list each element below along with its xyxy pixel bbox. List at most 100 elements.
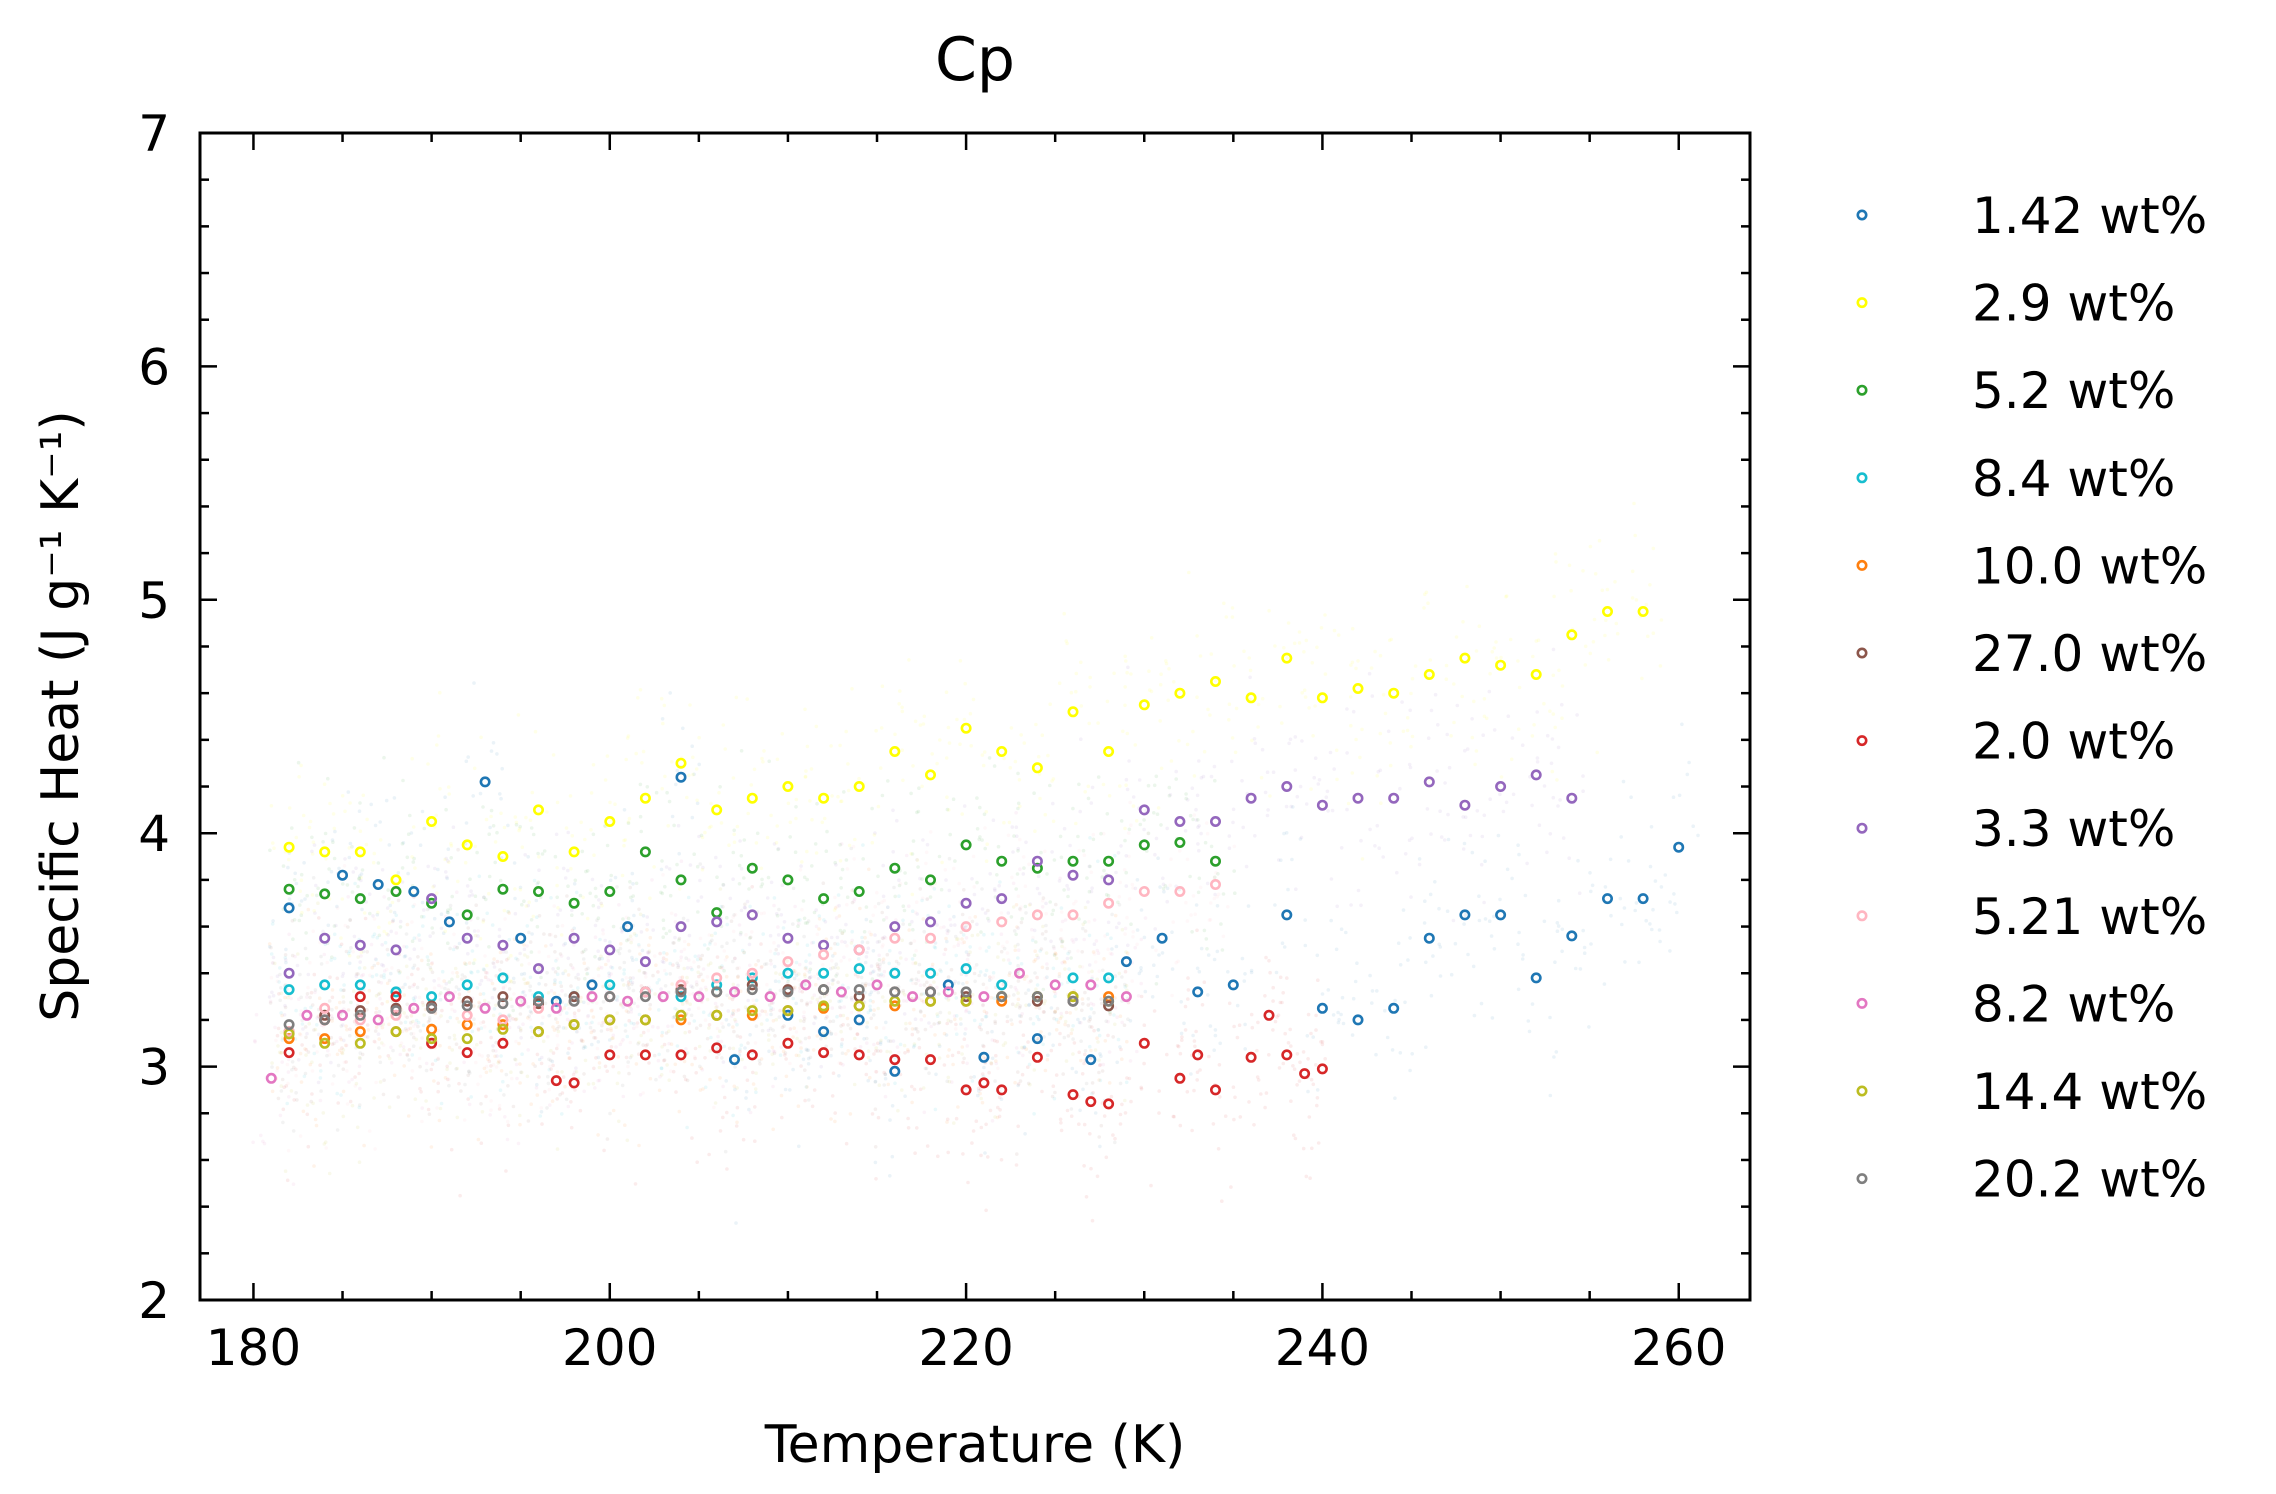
noise-point	[1651, 631, 1656, 635]
noise-point	[1640, 676, 1644, 681]
noise-point	[484, 970, 488, 975]
noise-point	[1295, 1083, 1299, 1087]
noise-point	[873, 1160, 878, 1165]
noise-point	[1117, 921, 1121, 926]
noise-point	[555, 883, 559, 888]
noise-point	[965, 957, 970, 962]
noise-point	[839, 1029, 843, 1034]
noise-point	[964, 936, 969, 940]
noise-point	[468, 1071, 472, 1075]
noise-point	[956, 937, 960, 941]
noise-point	[1142, 1023, 1147, 1027]
noise-point	[518, 1062, 522, 1066]
noise-point	[432, 916, 437, 921]
noise-point	[1461, 815, 1465, 819]
noise-point	[1591, 640, 1596, 644]
noise-point	[1196, 818, 1200, 822]
noise-point	[1035, 886, 1040, 891]
noise-point	[1256, 702, 1261, 707]
noise-point	[621, 1005, 625, 1009]
noise-point	[609, 1045, 614, 1049]
noise-point	[1059, 1014, 1064, 1019]
noise-point	[918, 723, 923, 727]
noise-point	[691, 755, 695, 760]
noise-point	[615, 998, 620, 1003]
noise-point	[1089, 1048, 1093, 1053]
noise-point	[1197, 848, 1201, 853]
noise-point	[624, 976, 629, 980]
noise-point	[463, 860, 468, 865]
noise-point	[914, 977, 919, 981]
noise-point	[1294, 887, 1298, 891]
noise-point	[1320, 992, 1325, 996]
noise-point	[1032, 959, 1036, 964]
noise-point	[551, 1051, 556, 1055]
noise-point	[765, 1012, 769, 1017]
noise-point	[283, 1169, 288, 1173]
noise-point	[398, 970, 403, 974]
noise-point	[984, 1122, 988, 1127]
noise-point	[839, 999, 843, 1003]
noise-point	[715, 875, 719, 879]
noise-point	[525, 944, 529, 948]
noise-point	[1336, 1010, 1340, 1015]
noise-point	[473, 894, 478, 898]
noise-point	[638, 1093, 643, 1097]
noise-point	[523, 993, 527, 998]
noise-point	[731, 1113, 735, 1118]
noise-point	[878, 1049, 883, 1053]
noise-point	[329, 958, 334, 962]
noise-point	[454, 985, 459, 989]
noise-point	[1201, 774, 1206, 779]
noise-point	[528, 818, 533, 822]
noise-point	[718, 1076, 722, 1080]
noise-point	[732, 832, 736, 837]
noise-point	[1005, 1019, 1010, 1024]
noise-point	[881, 960, 886, 965]
noise-point	[1136, 994, 1141, 998]
noise-point	[708, 961, 713, 965]
noise-point	[636, 1004, 640, 1009]
noise-point	[495, 752, 499, 756]
noise-point	[380, 1041, 384, 1045]
noise-point	[1125, 951, 1130, 955]
noise-point	[1553, 725, 1557, 730]
noise-point	[992, 1038, 997, 1043]
noise-point	[372, 932, 377, 936]
noise-point	[953, 923, 957, 927]
noise-point	[607, 983, 612, 987]
data-point	[1120, 956, 1132, 968]
noise-point	[1008, 961, 1012, 966]
noise-point	[406, 871, 410, 876]
noise-point	[1118, 1112, 1123, 1117]
noise-point	[759, 1022, 764, 1026]
noise-point	[831, 1019, 836, 1023]
noise-point	[1442, 838, 1447, 842]
noise-point	[1142, 1061, 1146, 1066]
noise-point	[839, 799, 844, 803]
noise-point	[964, 1009, 968, 1014]
noise-point	[1238, 1115, 1243, 1119]
noise-point	[937, 1044, 942, 1048]
noise-point	[768, 949, 773, 954]
noise-point	[1359, 838, 1363, 843]
noise-point	[1477, 894, 1481, 898]
noise-point	[501, 1003, 506, 1007]
noise-point	[1451, 918, 1456, 923]
noise-point	[760, 882, 765, 886]
noise-point	[1195, 1070, 1200, 1074]
noise-point	[1164, 661, 1169, 666]
noise-point	[443, 986, 447, 991]
noise-point	[634, 751, 638, 756]
noise-point	[988, 1108, 993, 1113]
noise-point	[912, 953, 917, 958]
noise-point	[876, 1006, 880, 1011]
noise-point	[565, 1017, 570, 1022]
noise-point	[733, 956, 737, 961]
noise-point	[1193, 912, 1197, 916]
noise-point	[1310, 1146, 1314, 1151]
noise-point	[1041, 1010, 1046, 1014]
noise-point	[996, 1105, 1000, 1110]
noise-point	[1124, 659, 1128, 663]
noise-point	[538, 1114, 543, 1118]
